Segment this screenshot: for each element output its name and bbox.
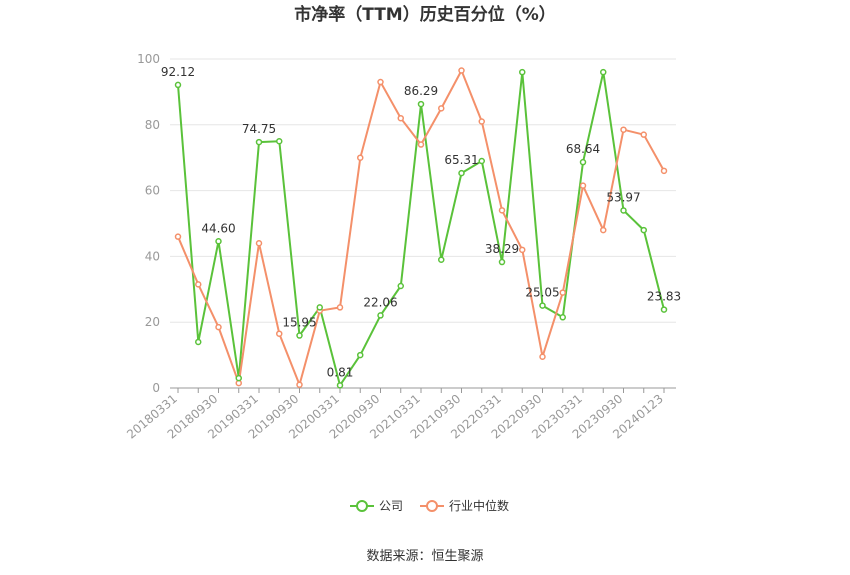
data-point-company xyxy=(520,70,525,75)
data-point-industry-median xyxy=(520,247,525,252)
data-point-industry-median xyxy=(641,132,646,137)
y-tick-label: 0 xyxy=(152,381,160,395)
data-point-industry-median xyxy=(500,208,505,213)
data-point-company xyxy=(419,102,424,107)
data-point-company xyxy=(176,82,181,87)
data-label: 44.60 xyxy=(201,221,235,235)
data-source: 数据来源：恒生聚源 xyxy=(366,549,483,564)
data-label: 92.12 xyxy=(161,65,195,79)
data-point-company xyxy=(378,313,383,318)
y-tick-label: 80 xyxy=(145,118,160,132)
data-point-company xyxy=(216,239,221,244)
data-point-company xyxy=(338,383,343,388)
data-point-industry-median xyxy=(662,168,667,173)
data-label: 22.06 xyxy=(363,295,397,309)
series-lines xyxy=(178,71,664,386)
grid xyxy=(170,59,676,322)
data-point-industry-median xyxy=(540,354,545,359)
data-point-industry-median xyxy=(176,234,181,239)
data-label: 74.75 xyxy=(242,122,276,136)
data-point-company xyxy=(297,333,302,338)
x-axis: 2018033120180930201903312019093020200331… xyxy=(124,388,676,442)
data-point-industry-median xyxy=(257,241,262,246)
y-tick-label: 20 xyxy=(145,315,160,329)
data-point-company xyxy=(317,305,322,310)
legend-item-industry-median[interactable]: 行业中位数 xyxy=(420,498,509,513)
data-point-industry-median xyxy=(439,106,444,111)
legend-marker xyxy=(427,501,437,511)
data-point-company xyxy=(662,307,667,312)
data-point-industry-median xyxy=(479,119,484,124)
data-point-industry-median xyxy=(419,142,424,147)
data-point-company xyxy=(621,208,626,213)
data-point-industry-median xyxy=(297,382,302,387)
data-point-company xyxy=(581,160,586,165)
data-point-industry-median xyxy=(560,290,565,295)
data-point-industry-median xyxy=(601,228,606,233)
data-point-industry-median xyxy=(378,80,383,85)
legend[interactable]: 公司 行业中位数 xyxy=(350,498,509,513)
y-tick-label: 100 xyxy=(137,52,160,66)
data-point-company xyxy=(641,228,646,233)
data-point-company xyxy=(358,353,363,358)
data-label: 25.05 xyxy=(525,286,559,300)
data-label: 86.29 xyxy=(404,84,438,98)
data-point-company xyxy=(236,376,241,381)
data-label: 65.31 xyxy=(444,153,478,167)
legend-label: 公司 xyxy=(379,499,403,513)
data-point-industry-median xyxy=(581,183,586,188)
series-line-company xyxy=(178,72,664,385)
legend-label: 行业中位数 xyxy=(449,498,509,513)
data-label: 68.64 xyxy=(566,142,600,156)
data-point-industry-median xyxy=(621,127,626,132)
y-axis: 0 20 40 60 80 100 xyxy=(137,52,160,395)
data-point-industry-median xyxy=(459,68,464,73)
y-tick-label: 40 xyxy=(145,249,160,263)
data-point-company xyxy=(398,284,403,289)
data-point-company xyxy=(601,70,606,75)
data-label: 15.95 xyxy=(282,316,316,330)
data-point-industry-median xyxy=(398,116,403,121)
data-point-company xyxy=(479,158,484,163)
data-point-company xyxy=(439,257,444,262)
data-point-industry-median xyxy=(196,282,201,287)
data-label: 53.97 xyxy=(606,190,640,204)
data-point-industry-median xyxy=(338,305,343,310)
data-point-company xyxy=(459,171,464,176)
data-point-company xyxy=(196,339,201,344)
legend-marker xyxy=(357,501,367,511)
data-point-company xyxy=(500,260,505,265)
data-label: 23.83 xyxy=(647,290,681,304)
data-point-company xyxy=(540,303,545,308)
data-point-industry-median xyxy=(277,331,282,336)
data-point-industry-median xyxy=(216,325,221,330)
data-point-company xyxy=(560,315,565,320)
data-point-industry-median xyxy=(358,155,363,160)
data-label: 0.81 xyxy=(327,365,354,379)
data-point-company xyxy=(257,140,262,145)
data-point-company xyxy=(277,139,282,144)
legend-item-company[interactable]: 公司 xyxy=(350,499,403,513)
data-label: 38.29 xyxy=(485,242,519,256)
chart-title: 市净率（TTM）历史百分位（%） xyxy=(294,4,556,25)
y-tick-label: 60 xyxy=(145,184,160,198)
